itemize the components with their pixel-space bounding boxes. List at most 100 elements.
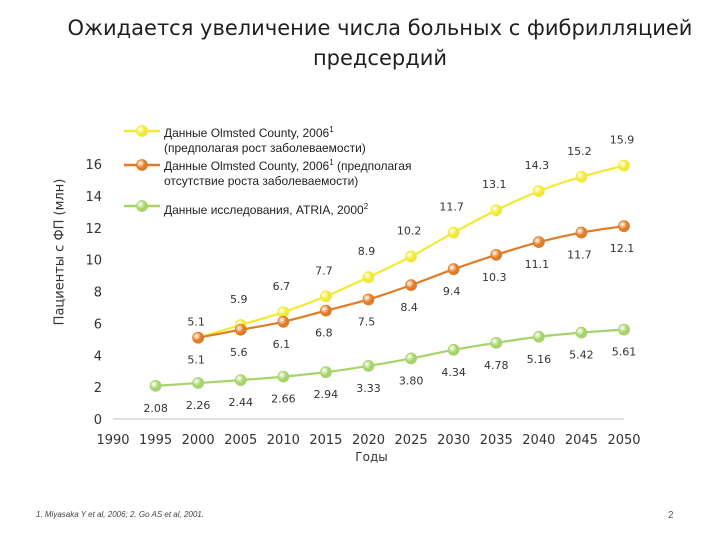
series-3-data-label: 5.61 [612,346,637,359]
series-1-data-label: 6.7 [273,280,291,293]
series-1-point [320,290,332,303]
series-3-point [405,352,417,365]
x-tick-label: 2050 [607,433,640,448]
series-2-data-label: 12.1 [610,242,635,255]
series-3-data-label: 5.16 [527,353,552,366]
y-tick-label: 4 [94,349,102,364]
series-1-point [362,271,375,284]
title-line-1: Ожидается увеличение числа больных с фиб… [67,16,693,40]
series-3-data-label: 2.44 [229,396,254,409]
series-2-point [447,263,460,276]
series-1-point [447,226,460,239]
series-3-point [277,370,290,383]
series-1-data-label: 5.9 [230,293,248,306]
series-3-data-label: 4.34 [441,366,466,379]
x-tick-label: 2040 [522,433,555,448]
series-2-data-label: 11.1 [525,258,550,271]
legend-text-3: Данные исследования, ATRIA, 20002 [164,199,368,218]
x-tick-label: 2015 [309,433,342,448]
legend-1-line1: Данные Olmsted County, 2006 [164,126,330,140]
legend-3-line1: Данные исследования, ATRIA, 2000 [164,203,364,217]
series-1-data-label: 14.3 [525,159,550,172]
y-tick-label: 6 [94,317,102,332]
series-2-point [490,248,503,261]
series-2-point [405,279,417,292]
series-3-data-label: 5.42 [569,349,594,362]
series-3-point [149,379,162,392]
y-tick-label: 2 [94,381,102,396]
series-3-point [192,377,205,389]
series-2-point [618,220,630,233]
series-1-point [490,204,503,217]
legend-1-line2: (предполагая рост заболеваемости) [164,141,366,155]
series-2-point [362,293,375,306]
series-3-data-label: 2.08 [143,402,168,415]
series-3-data-label: 4.78 [484,359,509,372]
series-3-data-label: 2.66 [271,393,296,406]
legend-text-2: Данные Olmsted County, 20061 (предполага… [164,155,411,189]
series-2-point [277,315,290,328]
series-2-point [532,236,545,248]
series-2-point [192,331,205,344]
series-3-point [532,330,545,343]
series-3-point [575,326,588,339]
series-1-point [405,250,417,263]
series-2-data-label: 6.8 [315,327,333,340]
legend-2-sup: 1 [329,158,334,167]
page-number: 2 [668,510,674,521]
x-tick-label: 2010 [267,433,300,448]
series-3-data-label: 3.33 [356,382,381,395]
x-tick-label: 2005 [224,433,257,448]
x-tick-label: 2030 [437,433,470,448]
x-tick-label: 1990 [96,433,129,448]
series-2-data-label: 8.4 [400,301,418,314]
series-3-data-label: 2.94 [314,388,339,401]
legend-text-1: Данные Olmsted County, 20061 (предполага… [164,122,366,156]
y-tick-label: 8 [94,286,102,301]
series-1-data-label: 7.7 [315,264,333,277]
series-1-point [532,185,545,197]
series-1-point [575,170,588,183]
series-2-data-label: 11.7 [567,249,592,262]
x-tick-label: 1995 [139,433,172,448]
legend-marker-3 [136,200,148,212]
x-tick-label: 2045 [565,433,598,448]
legend-2-line1-rest: (предполагая [333,159,412,173]
y-tick-label: 16 [85,158,102,173]
x-axis-title: Годы [355,450,387,464]
legend-2-line1: Данные Olmsted County, 2006 [164,159,330,173]
x-tick-label: 2035 [480,433,513,448]
x-tick-label: 2025 [395,433,428,448]
legend-1-sup: 1 [329,125,334,134]
series-2-data-label: 7.5 [358,315,376,328]
legend-2-line2: отсутствие роста заболеваемости) [164,174,359,188]
series-1-data-label: 8.9 [358,245,376,258]
legend-marker-1 [136,125,148,137]
series-2-data-label: 5.1 [187,354,205,367]
y-tick-label: 14 [85,190,102,205]
series-3-point [447,343,460,356]
series-line-3 [155,328,625,387]
series-3-point [234,374,247,387]
series-1-data-label: 11.7 [439,201,464,214]
series-3-data-label: 2.26 [186,399,211,412]
y-tick-label: 0 [94,413,102,428]
series-2-point [320,304,332,317]
footnote: 1. Miyasaka Y et al, 2006; 2. Go AS et a… [36,510,204,519]
series-1-data-label: 15.2 [567,145,592,158]
series-1-data-label: 10.2 [397,224,422,237]
series-3-point [320,366,332,379]
series-3-point [618,323,630,336]
series-1-data-label: 13.1 [482,178,507,191]
y-tick-label: 10 [85,254,102,269]
series-3-point [362,360,375,372]
x-tick-label: 2020 [352,433,385,448]
title-line-2: предсердий [312,46,448,70]
series-2-point [234,323,247,336]
series-2-data-label: 6.1 [273,338,291,351]
series-1-data-label: 5.1 [187,316,205,329]
series-1-point [618,159,630,172]
legend-3-sup: 2 [363,202,369,211]
series-3-point [490,336,503,349]
